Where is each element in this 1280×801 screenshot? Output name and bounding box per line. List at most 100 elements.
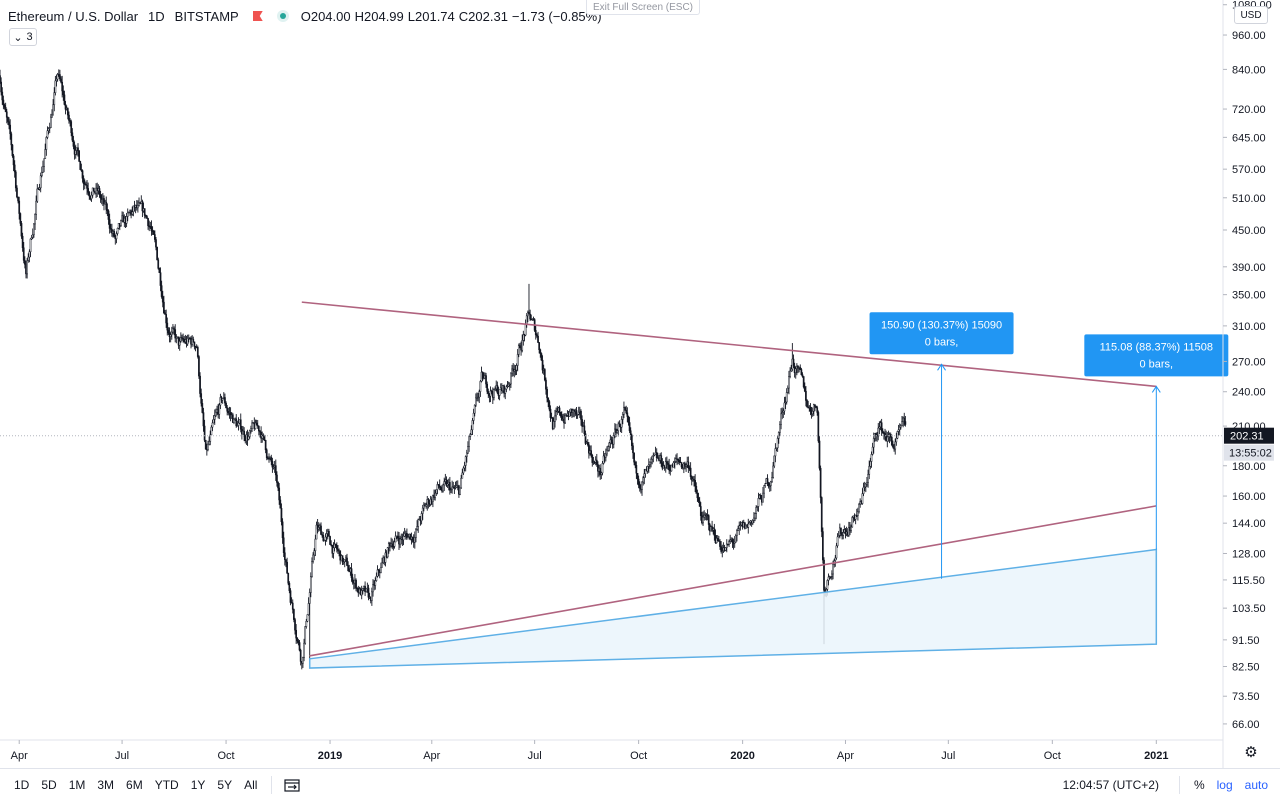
candle-body <box>494 388 496 390</box>
time-tick-label: Oct <box>1044 750 1061 762</box>
range-5y-button[interactable]: 5Y <box>217 778 233 792</box>
candle-body <box>577 411 580 415</box>
price-tick-label: 73.50 <box>1232 691 1260 703</box>
exit-fullscreen-button[interactable]: Exit Full Screen (ESC) <box>586 0 700 15</box>
candle-body <box>801 374 804 377</box>
candle-body <box>11 144 14 157</box>
range-1y-button[interactable]: 1Y <box>190 778 206 792</box>
measure-label[interactable]: 150.90 (130.37%) 15090 0 bars, <box>869 312 1014 355</box>
candle-body <box>207 443 209 451</box>
market-status-icon <box>276 10 289 22</box>
measure-label[interactable]: 115.08 (88.37%) 11508 0 bars, <box>1084 334 1229 377</box>
candle-body <box>367 587 370 598</box>
candle-body <box>251 422 253 429</box>
trendline-lower[interactable] <box>309 505 1157 657</box>
percent-scale-button[interactable]: % <box>1193 778 1205 792</box>
candle-body <box>467 446 469 454</box>
candle-body <box>897 429 900 432</box>
price-tick-label: 720.00 <box>1232 104 1266 116</box>
candle-body <box>309 576 312 593</box>
range-5d-button[interactable]: 5D <box>41 778 57 792</box>
candle-body <box>280 507 283 523</box>
candle-body <box>800 369 803 376</box>
interval[interactable]: 1D <box>148 8 165 24</box>
candle-body <box>616 430 619 434</box>
range-6m-button[interactable]: 6M <box>126 778 143 792</box>
time-tick-label: Jul <box>941 750 955 762</box>
candle-body <box>170 331 173 336</box>
close-value: 202.31 <box>468 8 508 24</box>
range-1d-button[interactable]: 1D <box>14 778 30 792</box>
candle-body <box>328 530 330 537</box>
range-all-button[interactable]: All <box>244 778 258 792</box>
candle-body <box>473 404 476 414</box>
candle-body <box>132 205 135 213</box>
candle-body <box>254 422 257 429</box>
candle-body <box>806 400 808 408</box>
auto-scale-button[interactable]: auto <box>1244 778 1268 792</box>
candle-body <box>638 484 641 489</box>
candle-body <box>68 114 70 121</box>
candle-body <box>18 200 21 214</box>
range-1m-button[interactable]: 1M <box>68 778 86 792</box>
candle-body <box>166 322 169 331</box>
time-tick-label: 2021 <box>1144 750 1168 762</box>
candle-body <box>541 359 544 371</box>
range-3m-button[interactable]: 3M <box>97 778 115 792</box>
candlestick-series <box>0 69 907 670</box>
candle-body <box>264 439 267 451</box>
candle-body <box>877 427 880 437</box>
candle-body <box>753 517 755 521</box>
candle-body <box>823 559 825 591</box>
candle-body <box>694 480 696 487</box>
candle-body <box>635 465 638 474</box>
candle-body <box>60 78 62 83</box>
candle-body <box>335 545 338 550</box>
time-axis: Apr Jul Oct 2019 Apr Jul Oct 2020 Apr Jul Oct 2021 <box>11 740 1169 762</box>
candle-body <box>797 365 799 369</box>
candle-body <box>818 440 821 469</box>
candle-body <box>56 74 59 80</box>
candle-body <box>297 640 300 643</box>
candle-body <box>536 334 538 337</box>
range-ytd-button[interactable]: YTD <box>154 778 179 792</box>
log-scale-button[interactable]: log <box>1216 778 1233 792</box>
time-tick-label: Apr <box>11 750 28 762</box>
candle-body <box>475 397 477 406</box>
candle-body <box>21 235 24 249</box>
gear-icon[interactable]: ⚙ <box>1244 744 1258 761</box>
candle-body <box>71 132 74 141</box>
candle-body <box>548 401 551 410</box>
candle-body <box>346 557 348 566</box>
candle-body <box>661 462 664 469</box>
projection-wedge[interactable] <box>308 548 1158 669</box>
candle-body <box>508 383 511 386</box>
candle-body <box>869 461 872 467</box>
low-value: 201.74 <box>415 8 455 24</box>
candle-body <box>66 108 69 116</box>
candle-body <box>332 547 335 554</box>
date-range-icon[interactable] <box>284 778 301 792</box>
candle-body <box>443 481 446 486</box>
flag-icon[interactable] <box>252 11 263 21</box>
candle-body <box>307 603 310 615</box>
candle-body <box>831 573 833 577</box>
symbol-name[interactable]: Ethereum / U.S. Dollar <box>8 8 139 24</box>
clock[interactable]: 12:04:57 (UTC+2) <box>1062 778 1159 792</box>
indicators-collapse-button[interactable]: ⌄ 3 <box>9 28 37 46</box>
trendline-upper[interactable] <box>301 301 1157 388</box>
candle-body <box>887 436 890 438</box>
candle-body <box>689 467 692 477</box>
candle-body <box>304 626 307 644</box>
high-value: 204.99 <box>364 8 404 24</box>
candle-body <box>278 487 281 501</box>
measure-label-line1: 150.90 (130.37%) 15090 <box>881 319 1002 331</box>
candle-body <box>711 526 713 531</box>
currency-badge[interactable]: USD <box>1234 6 1268 24</box>
candle-body <box>198 356 200 377</box>
candle-body <box>317 527 320 530</box>
candle-body <box>397 535 399 539</box>
price-tick-label: 66.00 <box>1232 719 1260 731</box>
candle-body <box>652 455 655 457</box>
